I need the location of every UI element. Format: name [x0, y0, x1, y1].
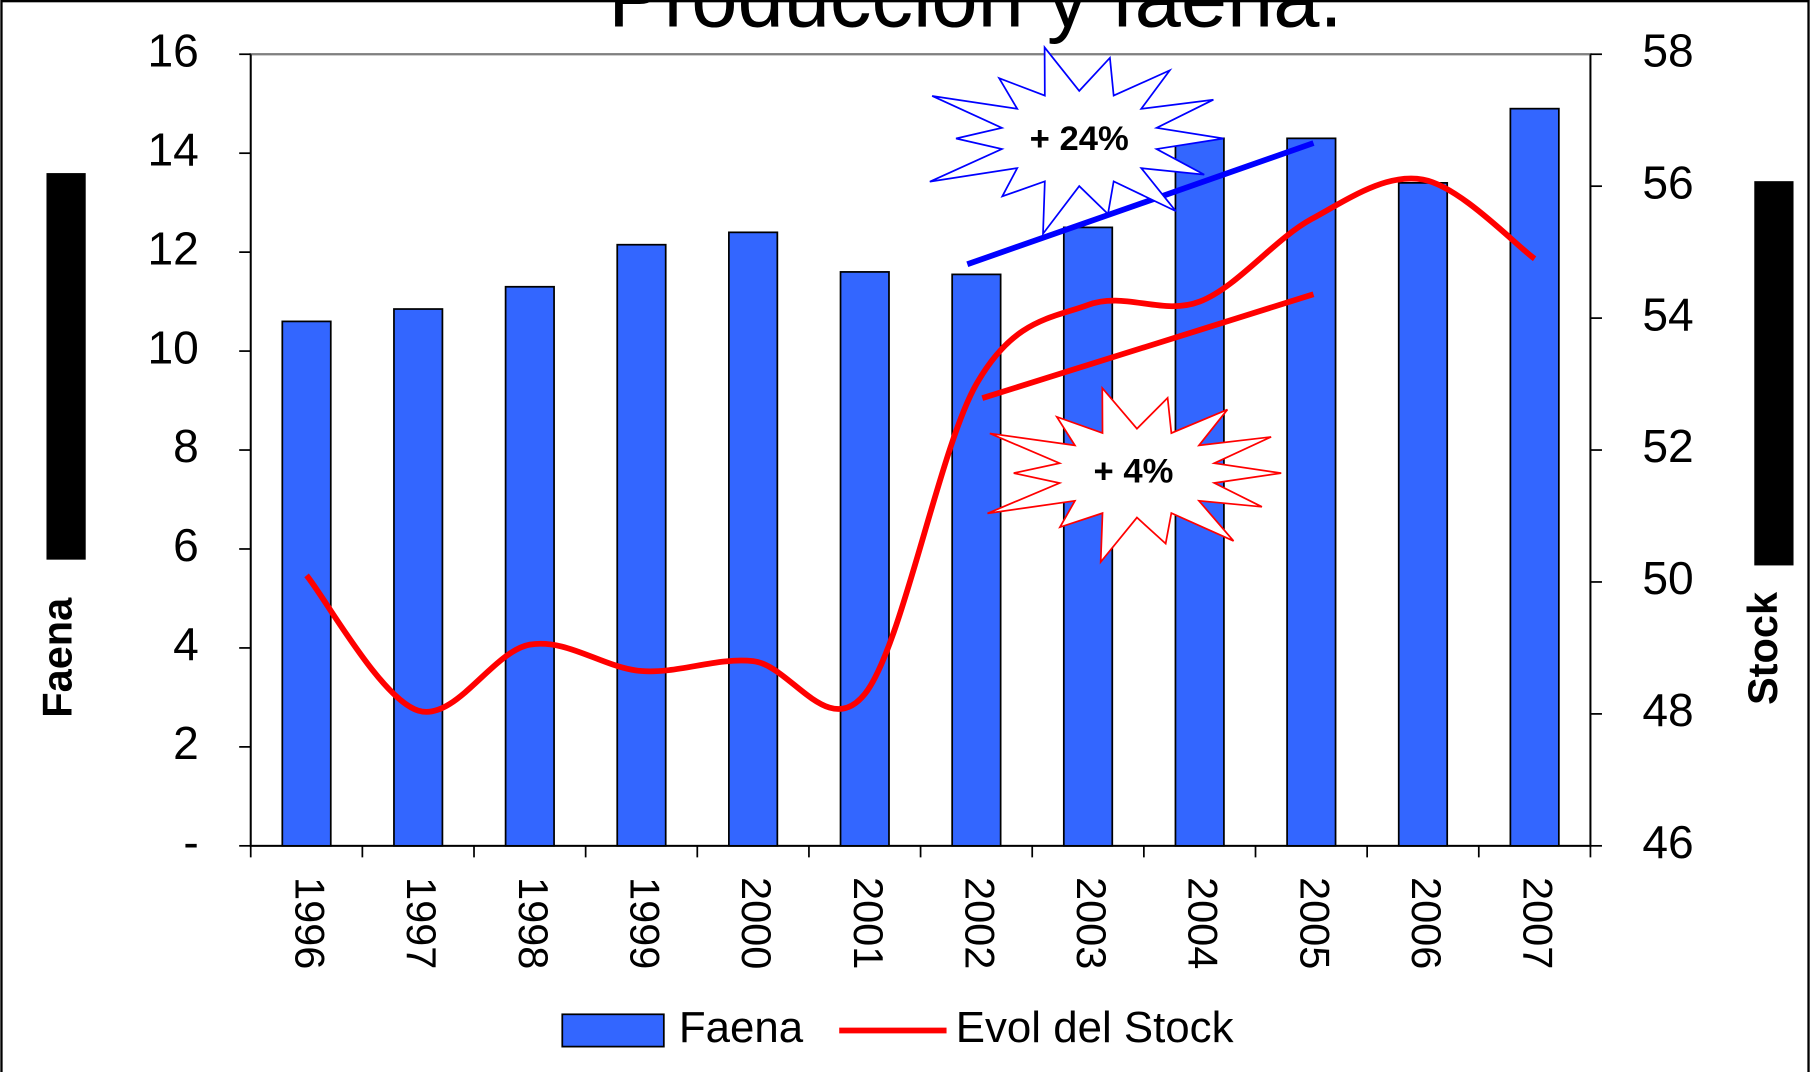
starburst [929, 44, 1224, 237]
y-tick-label: 2 [173, 717, 199, 769]
x-tick-label: 2006 [1403, 877, 1450, 969]
y-tick-label: - [183, 816, 198, 868]
chart-title: Producción y faena. [608, 0, 1342, 45]
bar [1286, 137, 1337, 847]
trend-line [981, 291, 1315, 401]
x-tick-label: 1999 [622, 877, 669, 969]
plot-area [249, 53, 1592, 847]
bar [616, 243, 667, 847]
y-tick-label: 16 [147, 24, 198, 76]
y2-tick-label: 54 [1642, 288, 1693, 340]
y-tick-label: 6 [173, 519, 199, 571]
bar [951, 273, 1002, 847]
legend-swatch [561, 1013, 665, 1048]
y2-tick-label: 58 [1642, 24, 1693, 76]
x-tick-label: 2007 [1515, 877, 1562, 969]
y2-tick-label: 50 [1642, 552, 1693, 604]
y2-tick-label: 48 [1642, 684, 1693, 736]
x-tick-label: 1996 [287, 877, 334, 969]
bar [839, 271, 890, 847]
label-bar [1754, 181, 1794, 566]
bar [393, 308, 444, 847]
annotation: + 24% [1030, 120, 1129, 158]
bar [504, 285, 555, 847]
x-tick-label: 2002 [956, 877, 1003, 969]
annotation: + 4% [1094, 452, 1174, 490]
y-tick-label: 12 [147, 222, 198, 274]
y-tick-label: 14 [147, 123, 198, 175]
x-tick-label: 2005 [1291, 877, 1338, 969]
bar [1397, 182, 1449, 847]
x-tick-label: 2003 [1068, 877, 1115, 969]
trend-line [966, 140, 1315, 267]
y2-axis-label: Stock [1739, 591, 1786, 705]
bar [281, 320, 332, 847]
bar [728, 231, 779, 847]
legend-label: Evol del Stock [956, 1003, 1234, 1052]
stock-line [304, 175, 1537, 715]
starburst [987, 385, 1282, 565]
x-tick-label: 2004 [1180, 877, 1227, 969]
y2-tick-label: 56 [1642, 156, 1693, 208]
x-tick-label: 2001 [845, 877, 892, 969]
y2-tick-label: 46 [1642, 816, 1693, 868]
y-axis-label: Faena [33, 597, 80, 718]
x-tick-label: 1997 [398, 877, 445, 969]
bar [1509, 107, 1560, 847]
x-tick-label: 1998 [510, 877, 557, 969]
legend-label: Faena [679, 1003, 804, 1052]
x-tick-label: 2000 [733, 877, 780, 969]
label-bar [46, 173, 86, 560]
y-tick-label: 10 [147, 321, 198, 373]
y2-tick-label: 52 [1642, 420, 1693, 472]
y-tick-label: 8 [173, 420, 199, 472]
y-tick-label: 4 [173, 618, 199, 670]
